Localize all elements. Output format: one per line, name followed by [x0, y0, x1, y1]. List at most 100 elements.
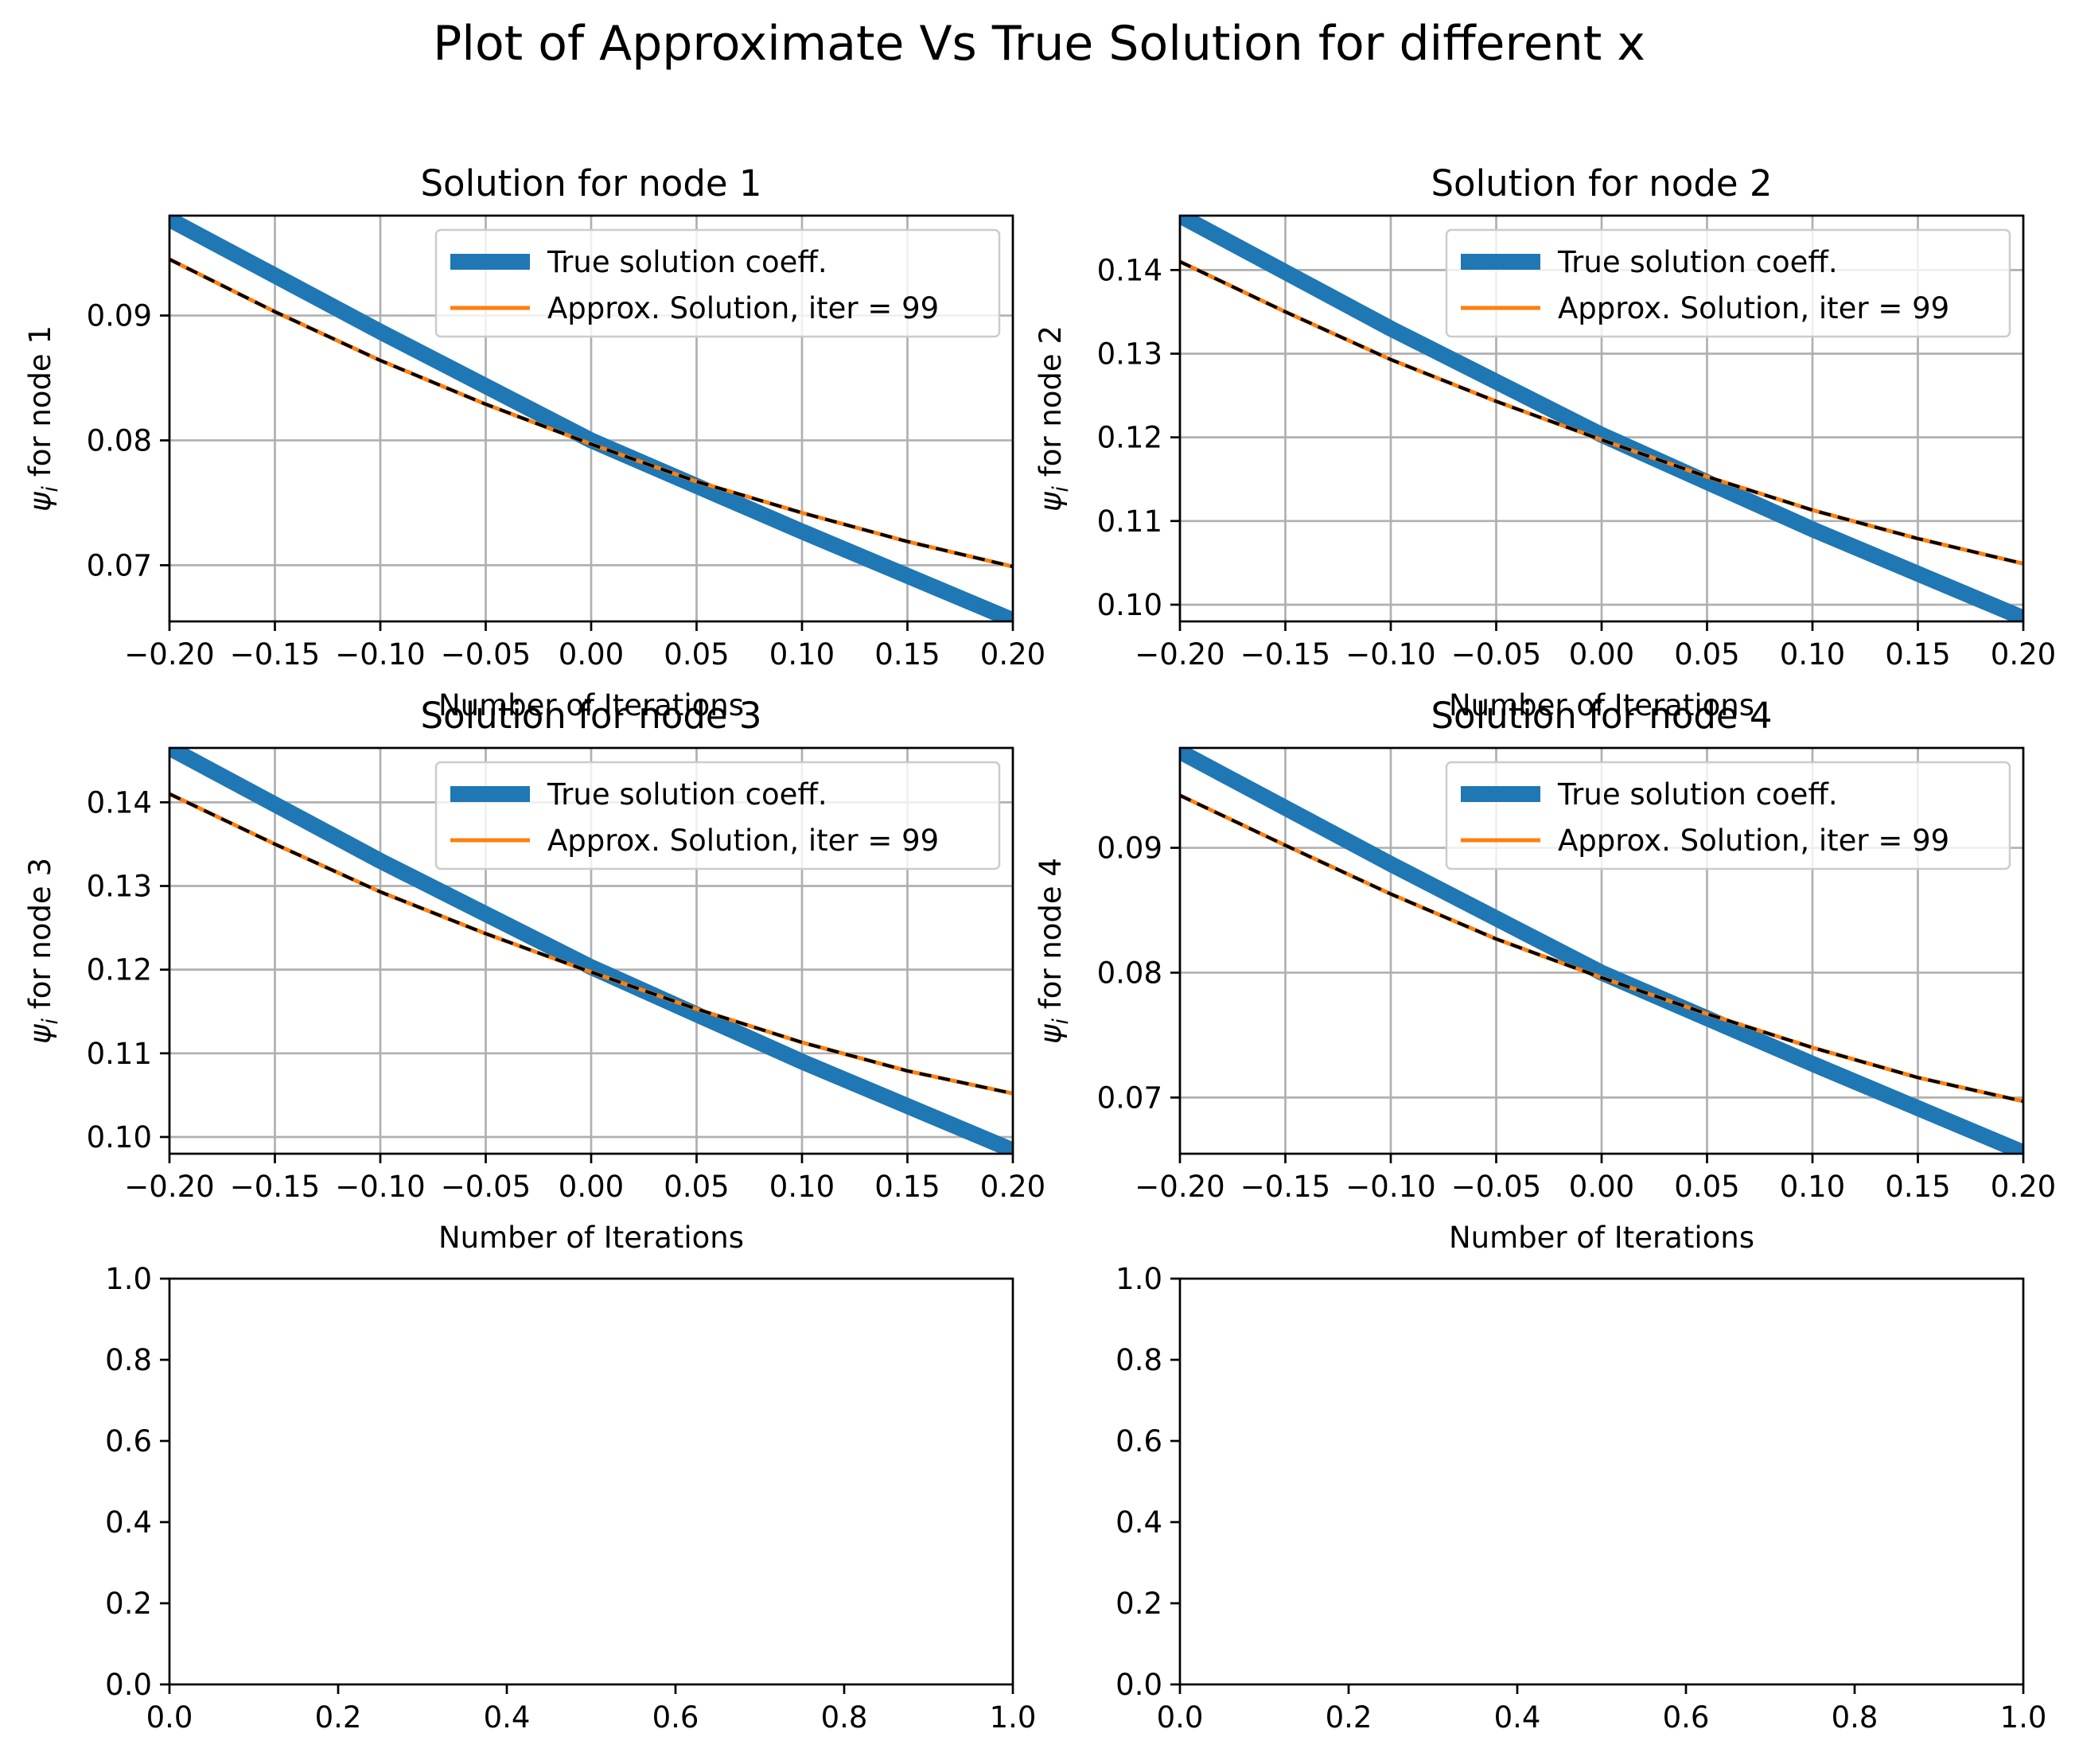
y-axis-label-symbol: ψ	[23, 492, 57, 512]
x-axis-label: Number of Iterations	[438, 1221, 744, 1255]
x-tick-label: 0.05	[664, 637, 729, 672]
x-tick-label: −0.20	[124, 637, 214, 672]
plot-area	[169, 216, 1013, 621]
subplot-title: Solution for node 1	[420, 162, 761, 204]
plot-area	[1180, 216, 2023, 621]
x-tick-label: 0.05	[1674, 1170, 1739, 1204]
legend-label: Approx. Solution, iter = 99	[547, 824, 939, 858]
subplot-6: 0.0 0.2 0.4 0.6 0.8 1.0 0.0 0.2 0.4 0.6 0.8 1.0	[1115, 1262, 2046, 1735]
x-tick-label: −0.15	[1240, 1170, 1330, 1204]
y-tick-label: 0.4	[1115, 1505, 1162, 1540]
y-axis-label-text: for node 2	[1034, 325, 1068, 486]
axes-frame	[168, 1277, 1014, 1686]
legend: True solution coeff. Approx. Solution, it…	[1445, 761, 2011, 870]
x-tick-label: 0.00	[559, 637, 624, 672]
x-tick-label: 0.2	[1326, 1700, 1372, 1735]
x-tick-label: 0.8	[821, 1700, 868, 1735]
legend-label: Approx. Solution, iter = 99	[1558, 824, 1949, 858]
y-tick-label: 0.07	[1097, 1081, 1162, 1115]
x-tick-label: 0.15	[1885, 1170, 1950, 1204]
subplot-2: −0.20 −0.15 −0.10 −0.05 0.00 0.05 0.10 0.15 0.20…	[1034, 162, 2056, 722]
x-tick-label: −0.15	[230, 1170, 320, 1204]
subplot-3: −0.20 −0.15 −0.10 −0.05 0.00 0.05 0.10 0.15 0.20…	[23, 695, 1045, 1255]
y-tick-label: 0.14	[1097, 253, 1162, 287]
true-solution-line	[169, 216, 1013, 621]
y-tick-label: 0.8	[1115, 1343, 1162, 1377]
y-tick-label: 0.8	[105, 1343, 152, 1377]
x-tick-label: −0.20	[124, 1170, 214, 1204]
x-tick-label: 1.0	[990, 1700, 1037, 1735]
true-solution-line	[1180, 216, 2023, 621]
legend-label: Approx. Solution, iter = 99	[1558, 291, 1949, 325]
legend-label: True solution coeff.	[547, 245, 827, 279]
axes-frame	[1178, 1277, 2025, 1686]
x-tick-label: 0.4	[1494, 1700, 1541, 1735]
legend-box	[434, 228, 1001, 338]
x-tick-label: 0.00	[559, 1170, 624, 1204]
y-tick-label: 1.0	[105, 1262, 152, 1296]
legend-box	[434, 761, 1001, 870]
y-tick-label: 0.14	[87, 785, 152, 820]
x-tick-label: −0.05	[441, 1170, 531, 1204]
y-tick-label: 0.10	[87, 1120, 152, 1155]
y-axis-label-text: for node 1	[23, 325, 57, 486]
y-tick-label: 0.09	[1097, 831, 1162, 866]
y-axis-label-subscript: i	[1049, 486, 1073, 493]
y-axis-label: ψi for node 2	[1034, 325, 1073, 512]
reference-dashed-line	[1180, 793, 2023, 1104]
y-tick-label: 0.08	[1097, 956, 1162, 990]
y-tick-label: 0.2	[1115, 1587, 1162, 1621]
y-tick-label: 0.0	[1115, 1668, 1162, 1702]
y-tick-label: 0.4	[105, 1505, 152, 1540]
x-tick-label: 0.2	[315, 1700, 362, 1735]
y-tick-label: 0.13	[1097, 337, 1162, 372]
legend: True solution coeff. Approx. Solution, it…	[1445, 228, 2011, 338]
reference-dashed-line	[169, 792, 1013, 1096]
x-tick-label: 0.05	[1674, 637, 1739, 672]
y-tick-label: 0.12	[1097, 421, 1162, 455]
x-tick-label: −0.10	[1345, 637, 1435, 672]
x-tick-label: 0.4	[484, 1700, 531, 1735]
x-tick-label: 0.15	[874, 1170, 940, 1204]
x-tick-label: 0.0	[146, 1700, 193, 1735]
x-tick-label: 0.05	[664, 1170, 729, 1204]
y-tick-label: 0.6	[1115, 1424, 1162, 1458]
y-tick-label: 0.07	[87, 548, 152, 582]
x-tick-label: 0.0	[1157, 1700, 1204, 1735]
x-tick-label: 0.20	[1991, 1170, 2056, 1204]
legend-label: Approx. Solution, iter = 99	[547, 291, 939, 325]
legend-label: True solution coeff.	[1557, 245, 1838, 279]
x-tick-label: 0.20	[1991, 637, 2056, 672]
y-tick-label: 0.13	[87, 870, 152, 904]
x-tick-label: 0.6	[652, 1700, 699, 1735]
x-tick-label: −0.15	[1240, 637, 1330, 672]
y-tick-label: 0.0	[105, 1668, 152, 1702]
y-axis-label-text: for node 3	[23, 858, 57, 1018]
x-tick-label: 0.10	[1780, 1170, 1845, 1204]
x-axis-label: Number of Iterations	[1449, 1221, 1754, 1255]
y-axis-label: ψi for node 4	[1034, 858, 1073, 1044]
y-tick-label: 0.09	[87, 299, 152, 333]
y-axis-label-symbol: ψ	[23, 1024, 57, 1044]
x-tick-label: −0.15	[230, 637, 320, 672]
plot-area	[169, 748, 1013, 1154]
y-axis-label-text: for node 4	[1034, 858, 1068, 1018]
y-axis-label-subscript: i	[38, 486, 63, 493]
x-tick-label: 0.00	[1569, 637, 1634, 672]
true-solution-line	[169, 748, 1013, 1154]
y-axis-label-subscript: i	[1049, 1018, 1073, 1025]
y-axis-label-symbol: ψ	[1034, 1024, 1068, 1044]
x-tick-label: −0.05	[441, 637, 531, 672]
subplot-5: 0.0 0.2 0.4 0.6 0.8 1.0 0.0 0.2 0.4 0.6 0.8 1.0	[105, 1262, 1036, 1735]
x-tick-label: 0.15	[1885, 637, 1950, 672]
y-tick-label: 0.6	[105, 1424, 152, 1458]
x-tick-label: 0.10	[769, 637, 835, 672]
x-tick-label: −0.10	[1345, 1170, 1435, 1204]
x-tick-label: −0.05	[1451, 637, 1541, 672]
plot-area	[1180, 748, 2023, 1154]
x-tick-label: 0.8	[1832, 1700, 1878, 1735]
x-tick-label: 0.10	[769, 1170, 835, 1204]
legend-box	[1445, 228, 2011, 338]
subplot-title: Solution for node 2	[1431, 162, 1772, 204]
y-tick-label: 0.11	[87, 1037, 152, 1071]
